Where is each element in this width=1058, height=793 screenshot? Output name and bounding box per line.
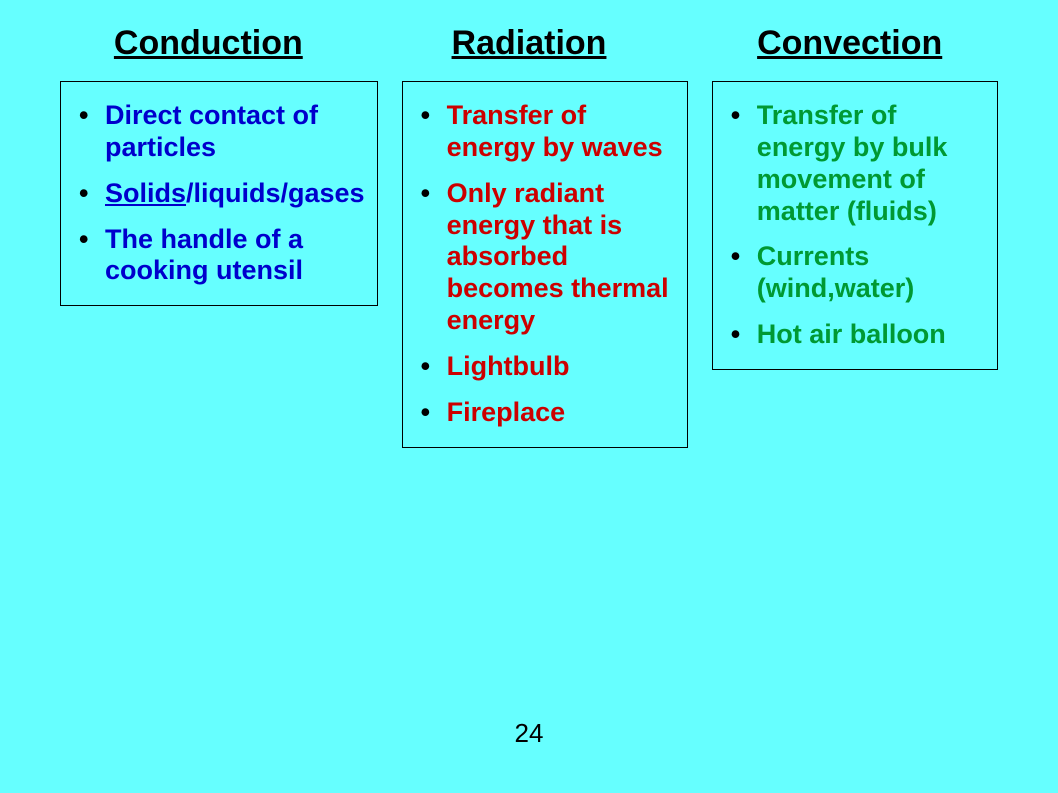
column-header-label: Convection [757,24,942,62]
content-box: Direct contact of particles Solids/liquid… [60,81,378,306]
slide: Conduction Radiation Convection Direct con… [0,0,1058,793]
column-header: Convection [701,24,998,63]
bullet-item: Solids/liquids/gases [69,178,365,210]
headers-row: Conduction Radiation Convection [60,24,998,63]
column-header-label: Conduction [114,24,303,62]
bullet-item: Only radiant energy that is absorbed bec… [411,178,675,337]
bullet-item: Transfer of energy by bulk movement of m… [721,100,985,227]
bullet-item: Fireplace [411,397,675,429]
bullet-item: Direct contact of particles [69,100,365,164]
bullet-item: Hot air balloon [721,319,985,351]
column-header: Radiation [381,24,678,63]
content-box: Transfer of energy by bulk movement of m… [712,81,998,370]
bullet-list: Transfer of energy by bulk movement of m… [721,100,985,351]
page-number: 24 [0,718,1058,749]
bullet-item: Transfer of energy by waves [411,100,675,164]
bullet-item: Currents (wind,water) [721,241,985,305]
bullet-list: Transfer of energy by waves Only radiant … [411,100,675,429]
content-box: Transfer of energy by waves Only radiant … [402,81,688,448]
bullet-list: Direct contact of particles Solids/liquid… [69,100,365,287]
boxes-row: Direct contact of particles Solids/liquid… [60,81,998,448]
bullet-item: Lightbulb [411,351,675,383]
column-header-label: Radiation [452,24,607,62]
column-header: Conduction [60,24,357,63]
bullet-item: The handle of a cooking utensil [69,224,365,288]
